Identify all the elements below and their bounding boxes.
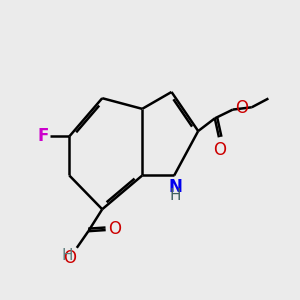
Text: H: H	[169, 188, 181, 203]
Text: O: O	[235, 99, 248, 117]
Text: O: O	[213, 142, 226, 160]
Text: H: H	[61, 248, 73, 263]
Text: O: O	[63, 249, 76, 267]
Text: N: N	[168, 178, 182, 196]
Text: F: F	[37, 128, 49, 146]
Text: O: O	[108, 220, 121, 238]
